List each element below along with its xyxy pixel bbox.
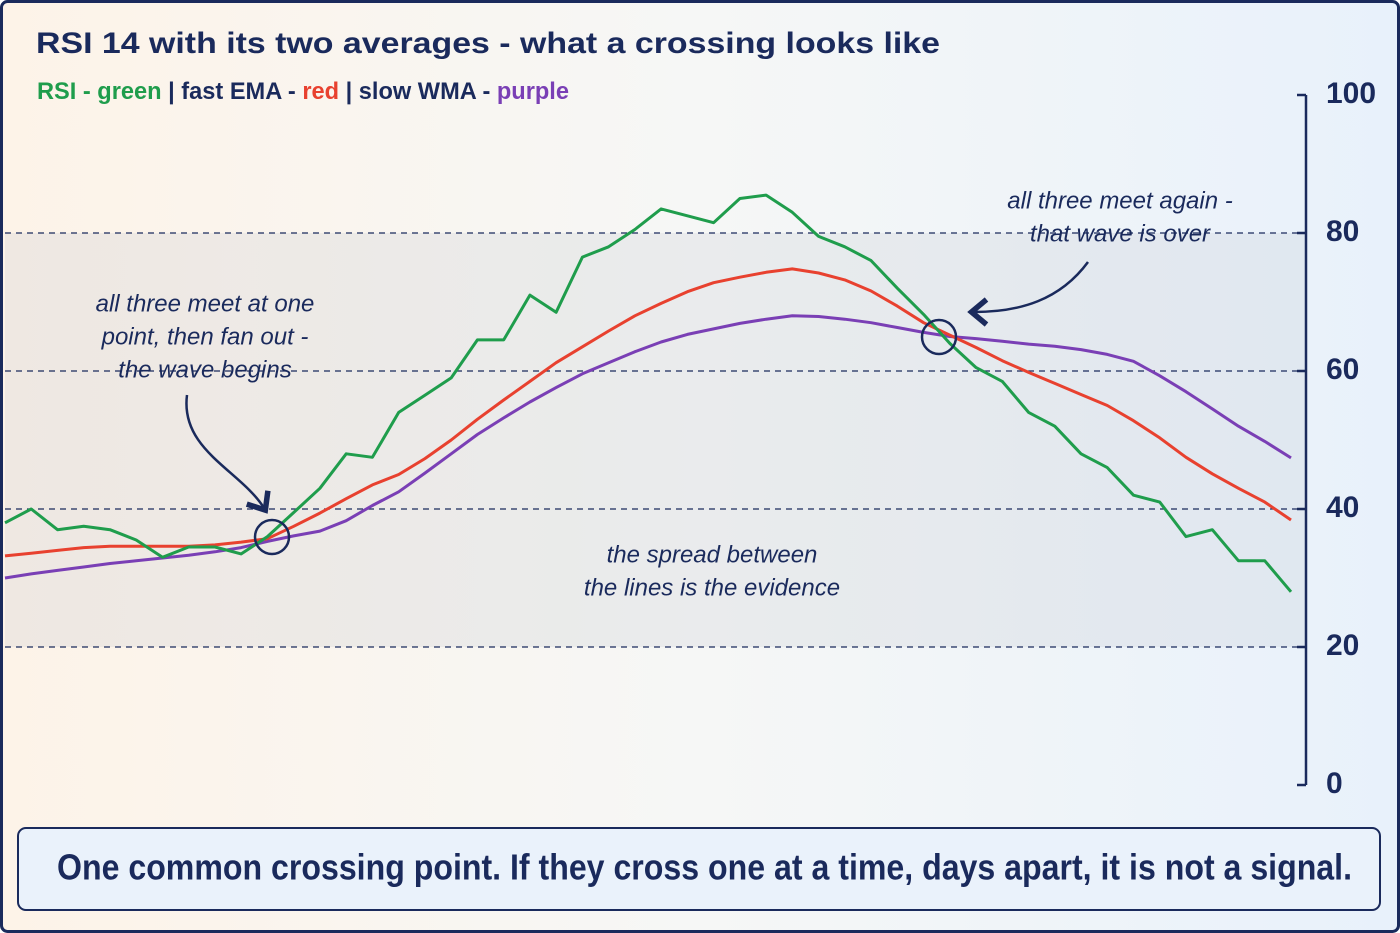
arrow <box>185 394 271 514</box>
footer-box <box>17 827 1381 911</box>
chart-title: RSI 14 with its two averages - what a cr… <box>36 27 940 60</box>
annotation: all three meet again - <box>1007 187 1232 214</box>
crossing-marker <box>253 518 291 556</box>
shaded-band <box>5 233 1306 647</box>
series-line <box>4 267 1292 558</box>
subtitle-segment: | fast EMA - <box>162 78 303 105</box>
y-tick-label: 20 <box>1326 629 1359 662</box>
subtitle-segment: | slow WMA - <box>339 78 497 105</box>
plot-area: 0 20 40 60 80 100 <box>4 77 1376 800</box>
annotation: the wave begins <box>118 356 291 383</box>
y-tick-label: 60 <box>1326 353 1359 386</box>
annotation: all three meet at one <box>96 290 315 317</box>
y-tick-label: 40 <box>1326 491 1359 524</box>
y-tick-label: 100 <box>1326 77 1376 110</box>
y-tick-label: 0 <box>1326 767 1343 800</box>
annotation: that wave is over <box>1030 220 1211 247</box>
crossing-marker <box>920 318 958 356</box>
series-line <box>4 314 1292 580</box>
annotation: point, then fan out - <box>101 323 309 350</box>
footer-text: One common crossing point. If they cross… <box>57 847 1352 888</box>
y-tick-label: 80 <box>1326 215 1359 248</box>
subtitle-segment: RSI - green <box>37 78 162 105</box>
arrow <box>967 261 1090 327</box>
chart-subtitle: RSI - green | fast EMA - red | slow WMA … <box>37 78 569 105</box>
series-line <box>4 193 1293 593</box>
annotation: the spread between <box>607 541 818 568</box>
subtitle-segment: purple <box>497 78 569 105</box>
annotation: the lines is the evidence <box>584 574 840 601</box>
subtitle-segment: red <box>302 78 339 105</box>
